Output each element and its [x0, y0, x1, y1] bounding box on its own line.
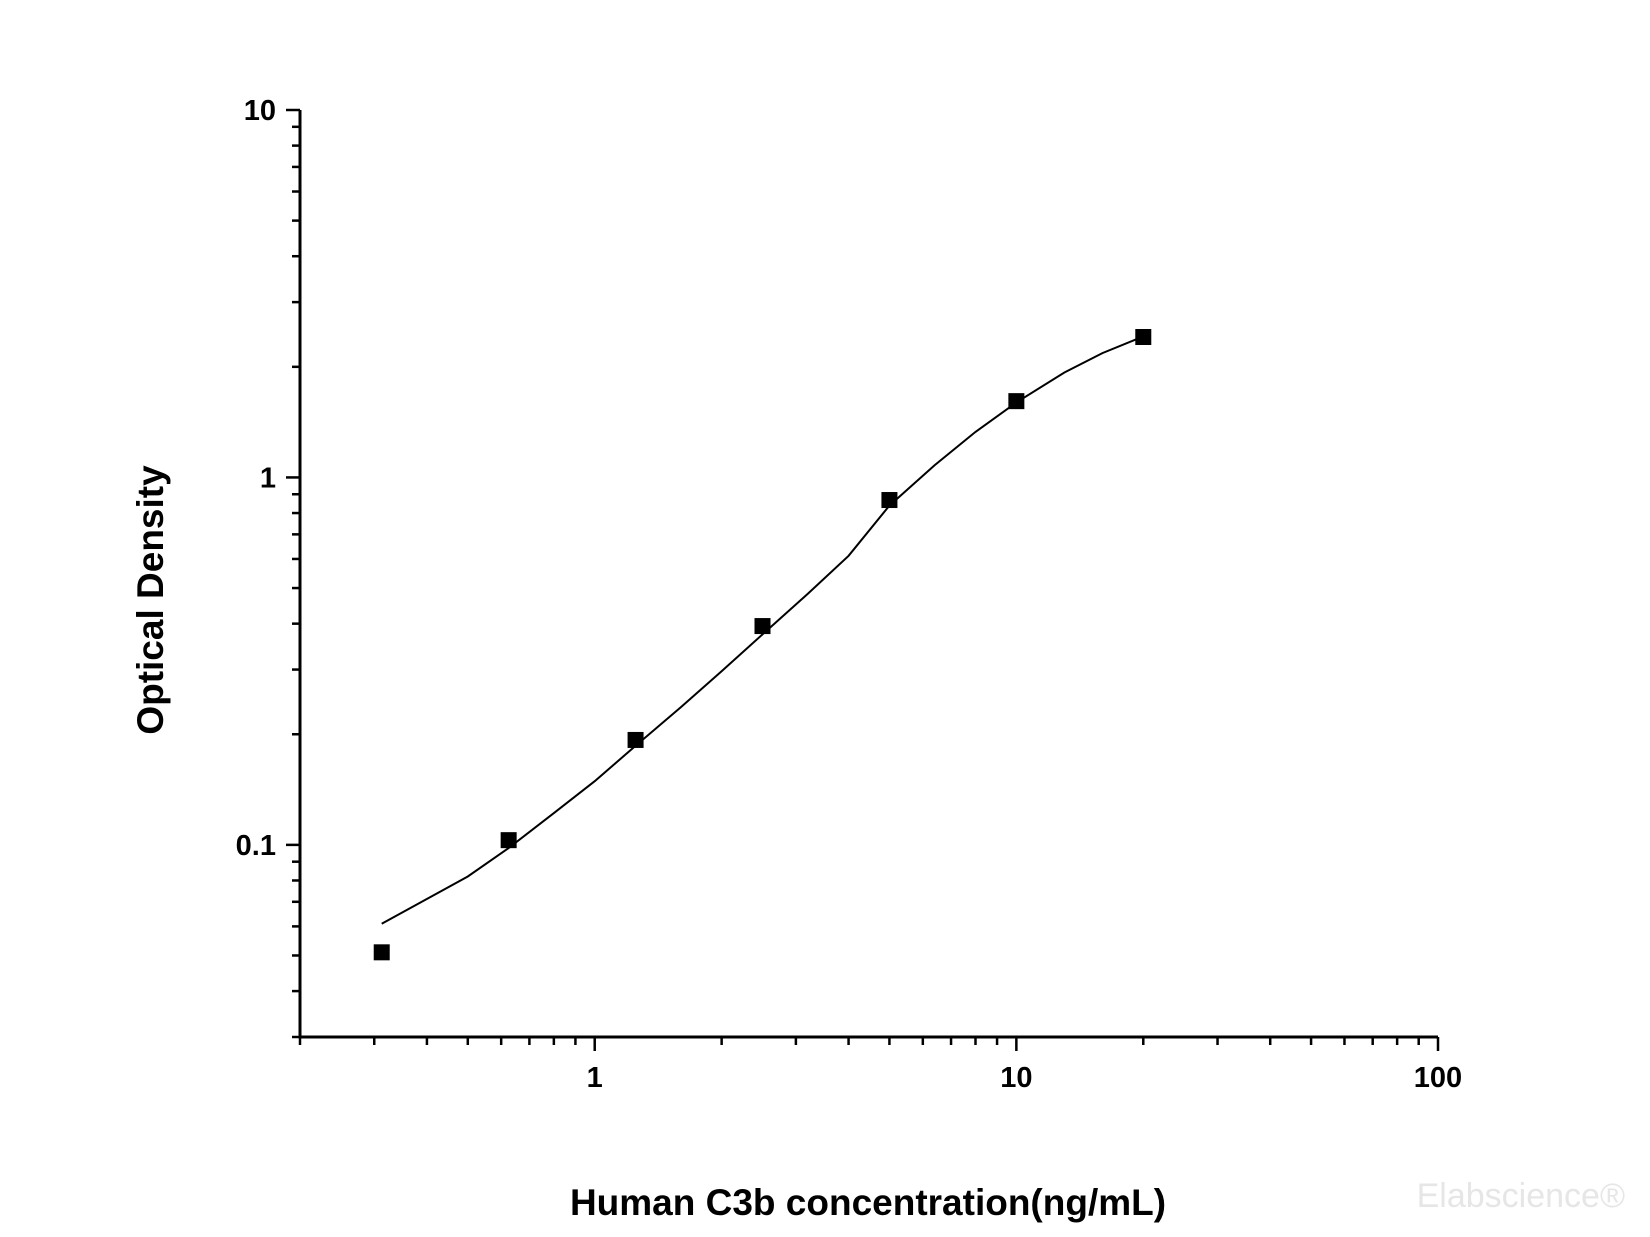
data-points	[373, 329, 1152, 961]
y-tick-label: 10	[244, 95, 276, 127]
y-tick-label: 0.1	[236, 830, 276, 862]
data-point	[500, 832, 517, 849]
x-tick-label: 1	[587, 1062, 603, 1094]
fit-curve	[381, 335, 1144, 925]
y-axis-title: Optical Density	[130, 465, 171, 735]
x-tick-label: 100	[1414, 1062, 1462, 1094]
fit-curve-group	[381, 335, 1144, 925]
data-point	[881, 492, 898, 509]
data-point	[1008, 393, 1025, 410]
data-point	[754, 618, 771, 635]
x-tick-label: 10	[1000, 1062, 1032, 1094]
axes: 1 10 100 0.1 1 10	[236, 95, 1463, 1094]
data-point	[373, 944, 390, 961]
data-point	[1135, 329, 1152, 346]
y-tick-label: 1	[260, 462, 276, 494]
watermark: Elabscience®	[1417, 1177, 1625, 1215]
data-point	[627, 731, 644, 748]
x-axis-title: Human C3b concentration(ng/mL)	[570, 1182, 1166, 1223]
